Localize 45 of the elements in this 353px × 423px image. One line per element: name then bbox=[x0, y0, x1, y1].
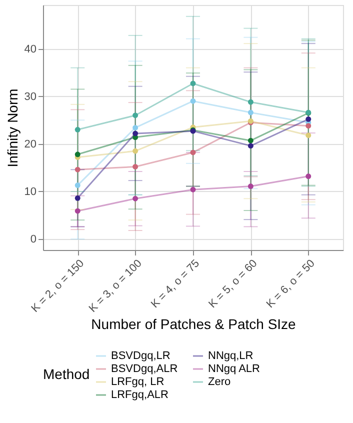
legend-label: LRFgq,ALR bbox=[111, 389, 169, 401]
point bbox=[306, 116, 312, 122]
point bbox=[132, 125, 138, 130]
point bbox=[74, 208, 80, 214]
point bbox=[248, 143, 254, 149]
point bbox=[132, 112, 138, 118]
point bbox=[248, 110, 254, 116]
y-tick-label: 30 bbox=[24, 90, 36, 103]
legend-label: NNgq,LR bbox=[208, 350, 254, 362]
point bbox=[74, 182, 80, 188]
point bbox=[132, 164, 138, 170]
x-tick-label: K = 6, o = 50 bbox=[264, 258, 318, 311]
point bbox=[132, 148, 138, 154]
point bbox=[306, 132, 312, 138]
x-tick-label: K = 2, o = 150 bbox=[29, 258, 87, 315]
legend-label: LRFgq, LR bbox=[111, 376, 164, 388]
point bbox=[248, 99, 254, 105]
point bbox=[190, 186, 196, 192]
point bbox=[248, 138, 254, 144]
x-tick-label: K = 5, o = 60 bbox=[206, 258, 260, 311]
point bbox=[190, 80, 196, 86]
point bbox=[190, 98, 196, 104]
point bbox=[74, 195, 80, 201]
point bbox=[74, 152, 80, 158]
point bbox=[306, 174, 312, 179]
y-tick-label: 0 bbox=[30, 234, 36, 246]
x-tick-label: K = 4, o = 75 bbox=[148, 258, 202, 311]
point bbox=[248, 184, 254, 189]
point bbox=[74, 166, 80, 172]
legend-label: NNgq ALR bbox=[208, 363, 260, 375]
legend-label: BSVDgq,ALR bbox=[111, 363, 178, 375]
point bbox=[306, 123, 312, 129]
point bbox=[74, 126, 80, 132]
point bbox=[132, 196, 138, 202]
legend-label: BSVDgq,LR bbox=[111, 350, 170, 362]
legend-title: Method bbox=[43, 366, 90, 382]
legend-label: Zero bbox=[208, 376, 231, 388]
y-tick-label: 20 bbox=[24, 138, 36, 150]
y-axis-title: Infinity Norm bbox=[4, 88, 20, 168]
y-tick-label: 10 bbox=[24, 186, 36, 198]
y-tick-label: 40 bbox=[24, 43, 36, 56]
x-axis-title: Number of Patches & Patch SIze bbox=[91, 316, 296, 332]
point bbox=[132, 130, 138, 136]
point bbox=[190, 150, 196, 156]
x-tick-label: K = 3, o = 100 bbox=[86, 258, 144, 315]
